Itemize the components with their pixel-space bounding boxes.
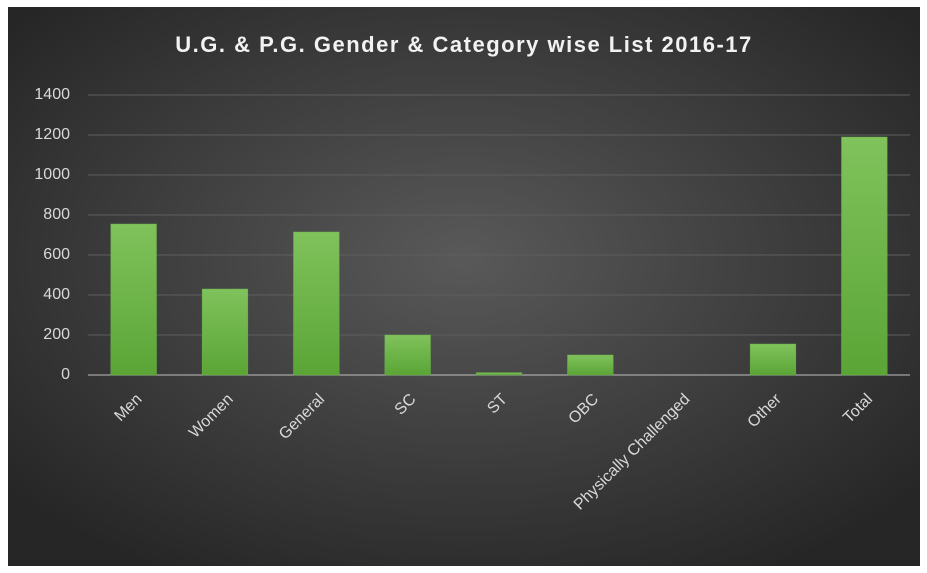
chart-title: U.G. & P.G. Gender & Category wise List … [175,32,753,57]
y-tick-label: 600 [43,246,70,263]
y-tick-label: 1000 [34,166,70,183]
y-tick-label: 800 [43,206,70,223]
y-tick-label: 1200 [34,126,70,143]
bar [475,372,523,376]
y-tick-label: 400 [43,286,70,303]
y-tick-label: 0 [61,366,70,383]
y-tick-label: 200 [43,326,70,343]
bar [749,343,797,376]
bar [567,354,614,376]
bar [110,223,157,376]
chart-background [8,7,920,566]
bar [841,136,888,376]
bar [201,288,249,376]
y-tick-label: 1400 [34,86,70,103]
bar [293,231,340,376]
bar [384,334,431,376]
